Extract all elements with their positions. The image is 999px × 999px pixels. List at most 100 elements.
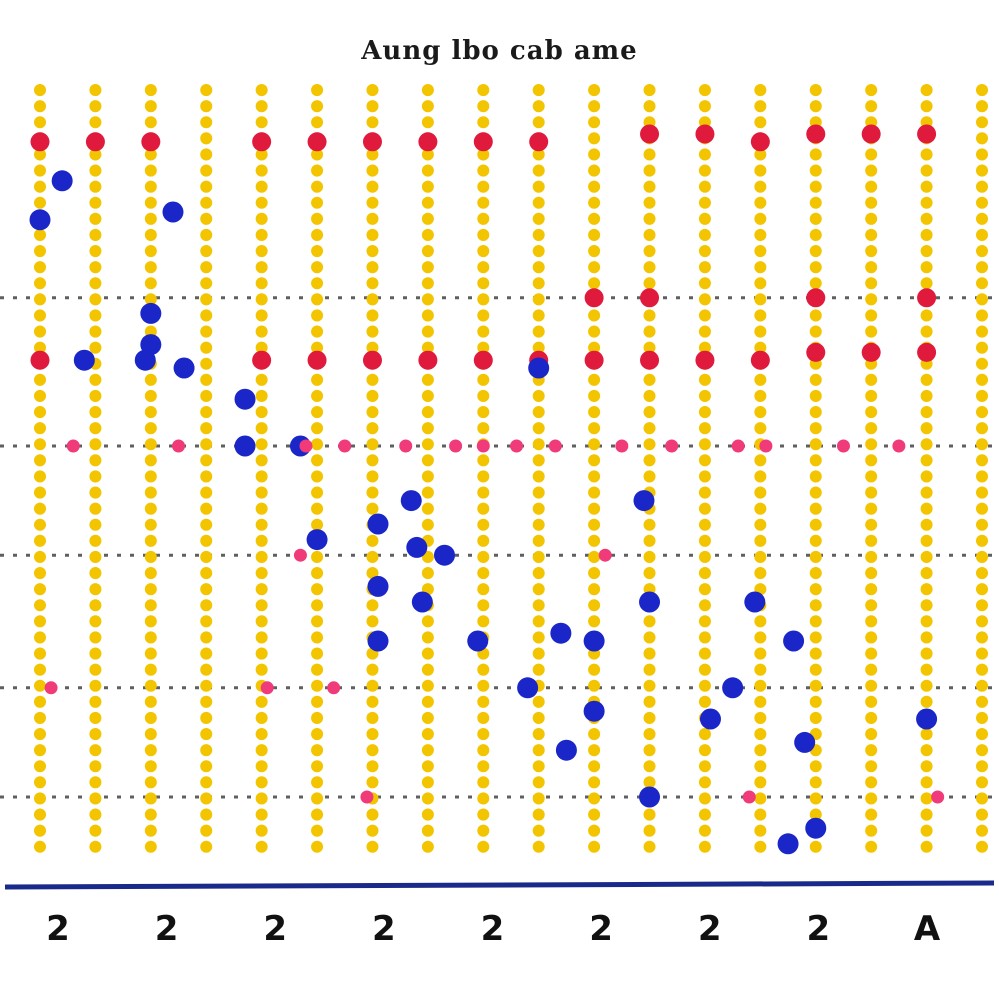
data-point-s2-13 (836, 439, 850, 453)
x-tick-label-7: 2 (807, 909, 831, 949)
data-point-s2-6 (476, 439, 490, 453)
data-point-s0-14 (917, 124, 937, 144)
data-point-s0-11 (750, 132, 770, 152)
data-point-s2-19 (327, 681, 341, 695)
chart-title: Aung lbo cab ame (361, 36, 638, 66)
data-point-s0-28 (917, 342, 937, 362)
data-point-s2-18 (260, 681, 274, 695)
data-point-s1-11 (528, 357, 550, 379)
data-point-s2-22 (931, 790, 945, 804)
data-point-s2-8 (548, 439, 562, 453)
data-point-s0-27 (861, 342, 881, 362)
x-tick-label-0: 2 (46, 909, 70, 949)
x-tick-label-5: 2 (589, 909, 613, 949)
data-point-s2-10 (665, 439, 679, 453)
data-point-s1-19 (411, 591, 433, 613)
data-point-s0-7 (473, 132, 493, 152)
data-point-s0-15 (30, 350, 50, 370)
data-point-s0-12 (806, 124, 826, 144)
data-point-s1-6 (134, 349, 156, 371)
data-point-s1-2 (162, 201, 184, 223)
data-point-s2-4 (399, 439, 413, 453)
x-tick-label-4: 2 (481, 909, 505, 949)
data-point-s1-16 (434, 544, 456, 566)
data-point-s1-5 (73, 349, 95, 371)
data-point-s2-20 (360, 790, 374, 804)
x-tick-label-6: 2 (698, 909, 722, 949)
data-point-s0-32 (917, 288, 937, 308)
data-point-s1-9 (234, 435, 256, 457)
data-point-s0-26 (806, 342, 826, 362)
data-point-s1-18 (367, 575, 389, 597)
data-point-s1-24 (783, 630, 805, 652)
data-point-s0-5 (362, 132, 382, 152)
data-point-s1-31 (555, 739, 577, 761)
data-point-s1-23 (744, 591, 766, 613)
x-tick-label-3: 2 (372, 909, 396, 949)
data-point-s1-34 (639, 786, 661, 808)
data-point-s1-30 (699, 708, 721, 730)
data-point-s1-20 (550, 622, 572, 644)
data-point-s0-3 (252, 132, 272, 152)
data-point-s1-35 (777, 833, 799, 855)
data-point-s1-33 (916, 708, 938, 730)
data-point-s0-18 (362, 350, 382, 370)
data-point-s1-26 (467, 630, 489, 652)
data-point-s0-20 (473, 350, 493, 370)
data-point-s1-36 (805, 817, 827, 839)
data-point-s1-0 (51, 170, 73, 192)
data-point-s1-15 (406, 536, 428, 558)
data-point-s2-5 (449, 439, 463, 453)
data-point-s2-2 (299, 439, 313, 453)
data-point-s1-27 (517, 677, 539, 699)
data-point-s1-14 (306, 529, 328, 551)
data-point-s0-9 (640, 124, 660, 144)
data-point-s0-30 (640, 288, 660, 308)
data-point-s0-8 (529, 132, 549, 152)
data-point-s2-21 (742, 790, 756, 804)
data-point-s1-12 (400, 490, 422, 512)
data-point-s0-23 (640, 350, 660, 370)
data-point-s0-22 (584, 350, 604, 370)
data-point-s0-0 (30, 132, 50, 152)
data-point-s1-25 (367, 630, 389, 652)
data-point-s2-9 (615, 439, 629, 453)
data-point-s1-7 (173, 357, 195, 379)
data-point-s0-25 (750, 350, 770, 370)
data-point-s2-12 (759, 439, 773, 453)
data-point-s0-6 (418, 132, 438, 152)
data-point-s1-1 (29, 209, 51, 231)
x-axis-line (4, 880, 995, 890)
data-point-s0-1 (85, 132, 105, 152)
data-point-s1-8 (234, 388, 256, 410)
data-point-s0-4 (307, 132, 327, 152)
data-point-s0-31 (806, 288, 826, 308)
data-point-s2-17 (44, 681, 58, 695)
data-point-s1-17 (633, 490, 655, 512)
data-point-s0-24 (695, 350, 715, 370)
data-point-s1-21 (583, 630, 605, 652)
data-point-s1-28 (583, 700, 605, 722)
data-point-s2-11 (731, 439, 745, 453)
data-point-s0-10 (695, 124, 715, 144)
x-tick-label-1: 2 (155, 909, 179, 949)
data-point-s2-14 (892, 439, 906, 453)
data-point-s2-1 (172, 439, 186, 453)
data-point-s0-29 (584, 288, 604, 308)
x-tick-label-8: A (914, 909, 941, 949)
data-point-s2-3 (338, 439, 352, 453)
data-point-s1-3 (140, 302, 162, 324)
data-point-s0-19 (418, 350, 438, 370)
data-point-s0-13 (861, 124, 881, 144)
data-point-s1-29 (722, 677, 744, 699)
data-point-s2-0 (66, 439, 80, 453)
data-point-s0-16 (252, 350, 272, 370)
x-tick-label-2: 2 (263, 909, 287, 949)
data-point-s0-17 (307, 350, 327, 370)
data-point-s2-7 (510, 439, 524, 453)
data-point-s1-32 (794, 731, 816, 753)
data-point-s2-15 (293, 548, 307, 562)
data-point-s0-2 (141, 132, 161, 152)
data-point-s1-13 (367, 513, 389, 535)
